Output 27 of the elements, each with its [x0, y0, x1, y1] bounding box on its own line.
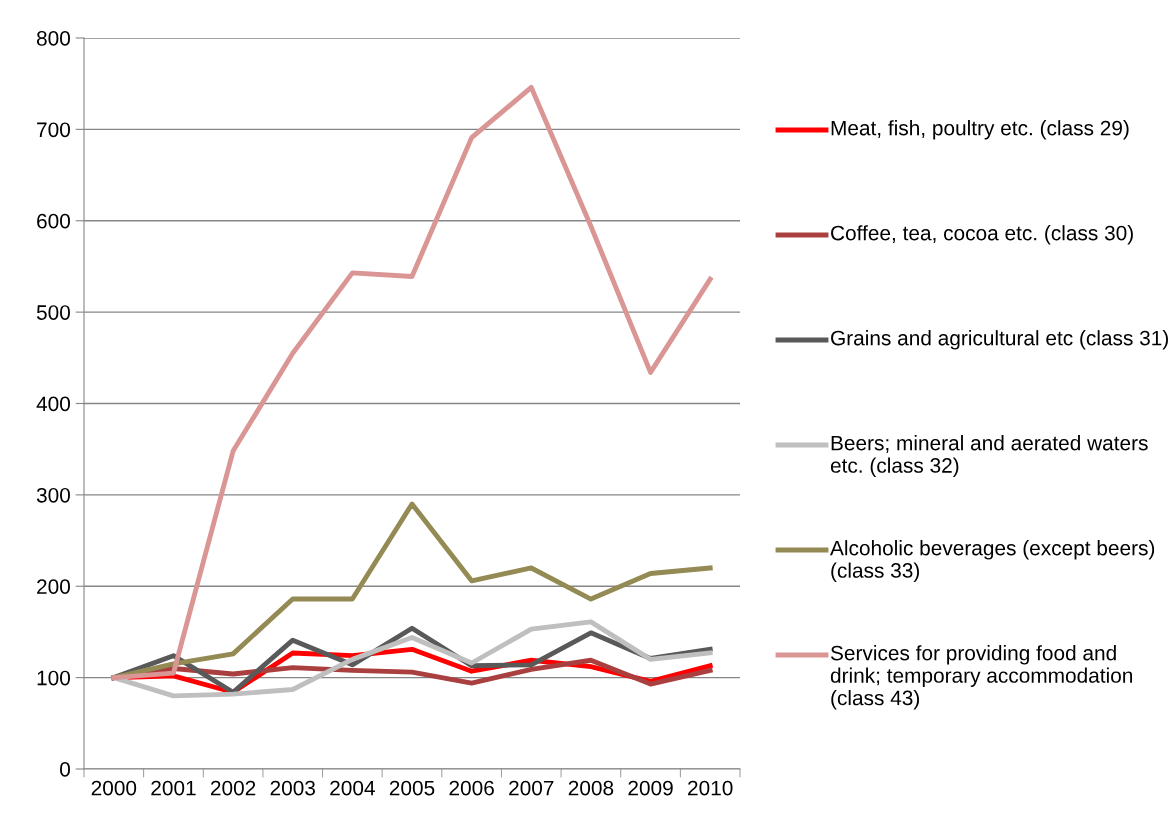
legend-label: Coffee, tea, cocoa etc. (class 30) [831, 225, 1133, 245]
y-tick-label: 400 [36, 396, 70, 412]
x-tick-label: 2007 [509, 780, 554, 796]
x-tick-label: 2008 [568, 780, 614, 796]
x-tick-label: 2005 [389, 780, 435, 796]
x-tick-label: 2004 [330, 780, 375, 796]
x-tick-label: 2006 [449, 780, 494, 796]
legend-label: Services for providing food and drink; temporary accommodation (class 43) [830, 645, 1133, 710]
x-tick-label: 2000 [91, 780, 137, 796]
line-series [111, 84, 713, 681]
y-tick-label: 300 [36, 487, 70, 503]
legend-label: Beers; mineral and aerated waters etc. (class 32) [830, 435, 1148, 477]
x-tick-label: 2009 [628, 780, 673, 796]
x-tick-label: 2002 [210, 780, 256, 796]
y-tick-label: 800 [36, 31, 70, 46]
x-tick-label: 2003 [270, 780, 315, 796]
legend-label: Meat, fish, poultry etc. (class 29) [831, 120, 1129, 140]
legend-label: Alcoholic beverages (except beers) (class 33) [830, 540, 1155, 582]
y-tick-label: 0 [60, 762, 70, 777]
y-tick-label: 700 [37, 122, 70, 138]
x-tick-label: 2001 [151, 780, 196, 796]
y-tick-label: 500 [36, 305, 70, 320]
x-tick-label: 2010 [688, 780, 733, 796]
y-tick-label: 100 [37, 670, 70, 686]
y-tick-label: 600 [37, 213, 70, 229]
legend-label: Grains and agricultural etc (class 31) [831, 330, 1168, 350]
y-tick-label: 200 [37, 579, 70, 594]
